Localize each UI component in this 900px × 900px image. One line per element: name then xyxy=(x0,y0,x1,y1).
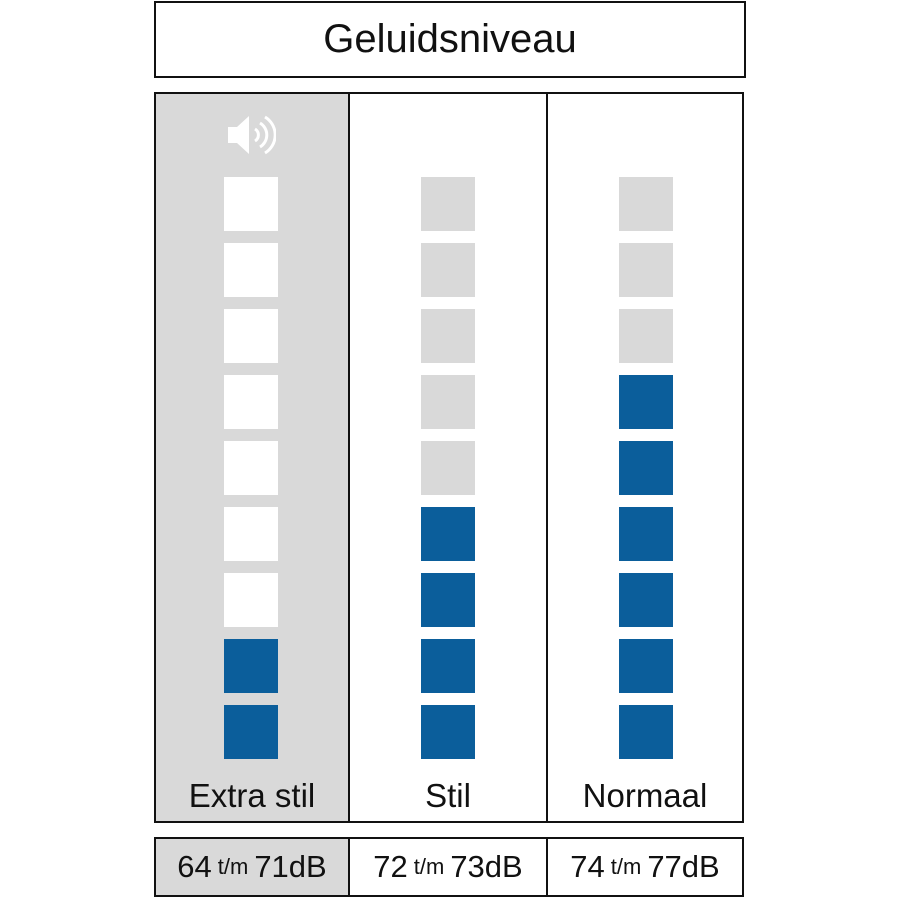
level-segment-filled xyxy=(224,705,278,759)
level-segment-empty xyxy=(224,177,278,231)
level-segment-empty xyxy=(224,243,278,297)
range-from: 72 xyxy=(373,849,408,884)
level-column-normaal: Normaal xyxy=(546,94,742,821)
level-segment-empty xyxy=(421,441,475,495)
level-segment-filled xyxy=(619,639,673,693)
level-segment-empty xyxy=(224,375,278,429)
level-column-extra-stil: Extra stil xyxy=(156,94,348,821)
range-from: 64 xyxy=(177,849,212,884)
range-to: 77dB xyxy=(647,849,720,884)
level-label: Normaal xyxy=(582,777,708,814)
range-separator: t/m xyxy=(413,854,445,879)
level-columns: Extra stil Stil Normaal xyxy=(154,92,744,823)
level-segment-empty xyxy=(421,243,475,297)
level-segment-filled xyxy=(619,441,673,495)
range-extra-stil: 64 t/m 71dB xyxy=(156,839,348,895)
level-segment-filled xyxy=(619,507,673,561)
range-to: 73dB xyxy=(450,849,523,884)
level-segment-empty xyxy=(421,309,475,363)
level-segment-filled xyxy=(619,705,673,759)
level-segment-empty xyxy=(619,243,673,297)
level-label: Extra stil xyxy=(188,777,316,814)
title: Geluidsniveau xyxy=(154,1,746,78)
level-column-stil: Stil xyxy=(348,94,546,821)
speaker-volume-icon xyxy=(228,115,276,155)
level-segment-filled xyxy=(224,639,278,693)
range-to: 71dB xyxy=(254,849,327,884)
level-segment-filled xyxy=(421,573,475,627)
range-normaal: 74 t/m 77dB xyxy=(546,839,742,895)
level-segment-filled xyxy=(619,375,673,429)
range-separator: t/m xyxy=(217,854,249,879)
level-segment-filled xyxy=(421,705,475,759)
range-separator: t/m xyxy=(610,854,642,879)
level-segment-empty xyxy=(619,309,673,363)
range-from: 74 xyxy=(570,849,605,884)
level-segment-filled xyxy=(619,573,673,627)
level-segment-empty xyxy=(224,309,278,363)
level-segment-empty xyxy=(421,375,475,429)
level-label: Stil xyxy=(425,777,471,814)
level-segment-filled xyxy=(421,639,475,693)
level-segment-empty xyxy=(619,177,673,231)
level-segment-empty xyxy=(224,507,278,561)
level-segment-empty xyxy=(224,573,278,627)
decibel-ranges: 64 t/m 71dB 72 t/m 73dB 74 t/m 77dB xyxy=(154,837,744,897)
level-segment-filled xyxy=(421,507,475,561)
range-stil: 72 t/m 73dB xyxy=(348,839,546,895)
level-segment-empty xyxy=(224,441,278,495)
level-segment-empty xyxy=(421,177,475,231)
